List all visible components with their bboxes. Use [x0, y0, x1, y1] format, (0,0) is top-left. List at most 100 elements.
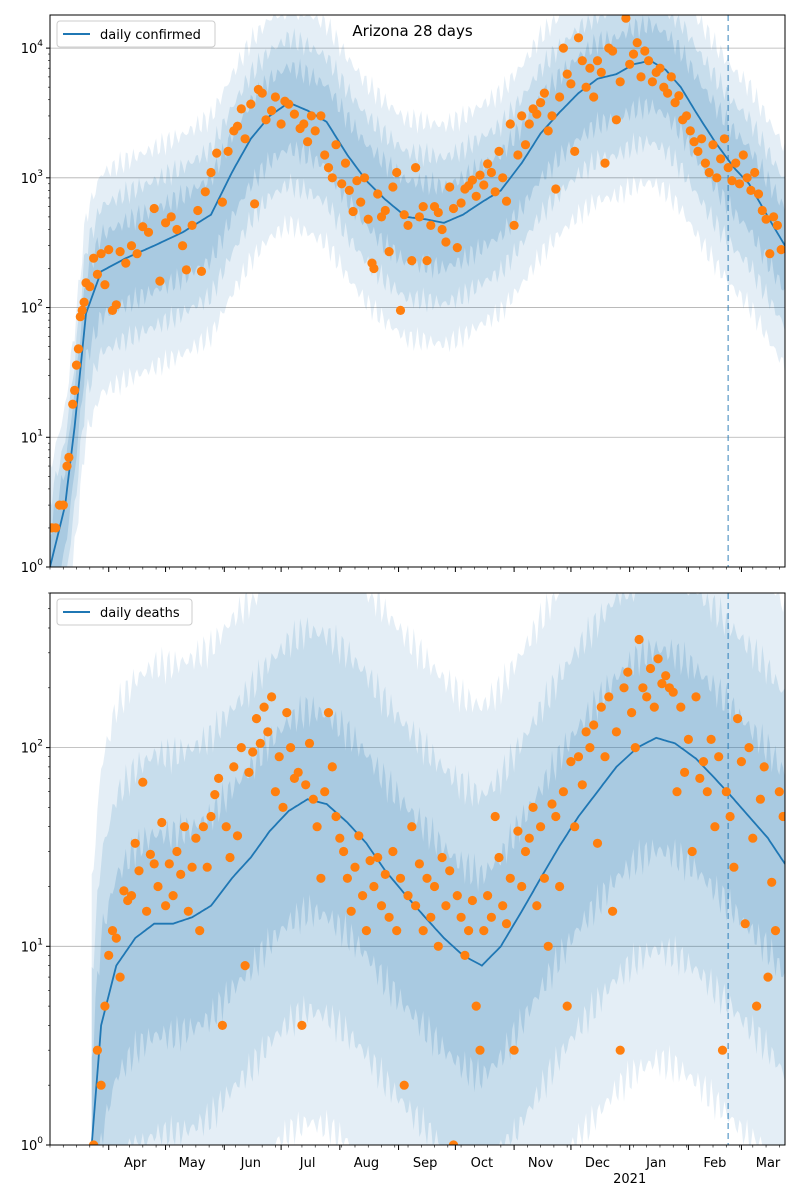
data-point-deaths [710, 822, 720, 832]
data-point-deaths [96, 1080, 106, 1090]
data-point-confirmed [467, 175, 477, 185]
data-point-confirmed [536, 98, 546, 108]
data-point-confirmed [632, 38, 642, 48]
data-point-deaths [536, 822, 546, 832]
data-point-confirmed [700, 158, 711, 168]
data-point-deaths [308, 794, 318, 804]
data-point-deaths [464, 926, 474, 936]
data-point-deaths [585, 743, 595, 753]
data-point-deaths [740, 919, 750, 929]
data-point-deaths [714, 752, 724, 762]
data-point-confirmed [663, 88, 673, 98]
data-point-confirmed [320, 150, 330, 160]
data-point-confirmed [79, 297, 89, 307]
legend-confirmed: daily confirmed [56, 20, 216, 48]
data-point-confirmed [517, 111, 527, 121]
data-point-confirmed [640, 46, 650, 56]
data-point-confirmed [716, 154, 726, 164]
data-point-confirmed [570, 146, 580, 156]
data-point-deaths [138, 777, 148, 787]
data-point-confirmed [441, 237, 451, 247]
data-point-deaths [172, 846, 182, 857]
data-point-confirmed [704, 167, 714, 178]
data-point-deaths [107, 926, 118, 936]
data-point-deaths [312, 822, 322, 832]
data-point-confirmed [562, 69, 572, 79]
data-point-deaths [134, 866, 144, 876]
data-point-deaths [634, 634, 644, 645]
legend-deaths: daily deaths [56, 598, 193, 626]
x-tick-label: Jan [645, 1156, 666, 1171]
bottom-chart-panel: 100 101 102 Apr May Jun Jul Aug Sep Oct Nov Dec Jan F… [21, 592, 786, 1187]
data-point-confirmed [64, 452, 74, 462]
data-point-confirmed [250, 199, 260, 209]
data-point-deaths [282, 708, 292, 718]
data-point-confirmed [712, 173, 722, 183]
data-point-confirmed [181, 265, 191, 275]
data-point-confirmed [306, 111, 316, 121]
data-point-confirmed [232, 121, 243, 131]
data-point-confirmed [340, 158, 351, 168]
data-point-deaths [232, 831, 243, 841]
data-point-deaths [301, 780, 311, 790]
y-tick-label-deaths: 101 [21, 937, 43, 955]
x-tick-label: Feb [703, 1156, 726, 1171]
data-point-deaths [490, 811, 500, 822]
data-point-confirmed [200, 187, 210, 197]
data-point-confirmed [407, 256, 417, 266]
data-point-confirmed [261, 115, 271, 125]
data-point-confirmed [577, 56, 587, 66]
data-point-confirmed [437, 224, 447, 235]
data-point-confirmed [666, 72, 676, 82]
data-point-deaths [748, 833, 758, 843]
data-point-confirmed [359, 173, 370, 183]
data-point-confirmed [352, 176, 362, 186]
data-point-deaths [286, 743, 296, 753]
data-point-confirmed [344, 185, 354, 195]
data-point-deaths [225, 852, 235, 863]
data-point-confirmed [187, 220, 197, 230]
data-point-confirmed [708, 140, 718, 150]
data-point-deaths [501, 919, 512, 929]
data-point-confirmed [608, 46, 618, 56]
legend-box [56, 20, 216, 48]
data-point-confirmed [697, 134, 707, 144]
y-tick-label-confirmed: 102 [21, 299, 43, 317]
data-point-confirmed [769, 212, 779, 222]
data-point-deaths [335, 833, 345, 843]
data-point-deaths [202, 862, 212, 872]
data-point-confirmed [731, 158, 741, 168]
data-point-confirmed [520, 140, 531, 150]
data-point-confirmed [276, 119, 286, 129]
data-point-deaths [702, 787, 712, 797]
data-point-deaths [589, 720, 599, 730]
data-point-confirmed [742, 173, 752, 183]
data-point-deaths [653, 654, 663, 664]
data-point-confirmed [753, 189, 764, 199]
data-point-deaths [608, 906, 618, 916]
data-point-confirmed [636, 72, 646, 82]
data-point-confirmed [257, 88, 267, 98]
data-point-confirmed [573, 33, 584, 43]
data-point-deaths [767, 877, 777, 887]
data-point-deaths [649, 702, 659, 712]
data-point-deaths [486, 912, 496, 922]
data-point-confirmed [58, 500, 68, 510]
data-point-deaths [467, 895, 477, 906]
data-point-deaths [592, 838, 603, 848]
data-point-confirmed [100, 280, 110, 290]
data-point-deaths [532, 901, 542, 911]
data-point-confirmed [392, 167, 402, 178]
data-point-deaths [770, 926, 781, 936]
axes-frame-confirmed [49, 14, 786, 568]
data-point-confirmed [337, 179, 347, 189]
data-point-deaths [717, 1045, 728, 1055]
data-point-confirmed [104, 245, 114, 255]
data-point-confirmed [411, 163, 421, 173]
data-point-deaths [111, 933, 121, 943]
data-point-deaths [331, 811, 341, 822]
data-point-deaths [733, 714, 743, 724]
data-point-deaths [354, 831, 364, 841]
data-point-deaths [657, 679, 667, 689]
